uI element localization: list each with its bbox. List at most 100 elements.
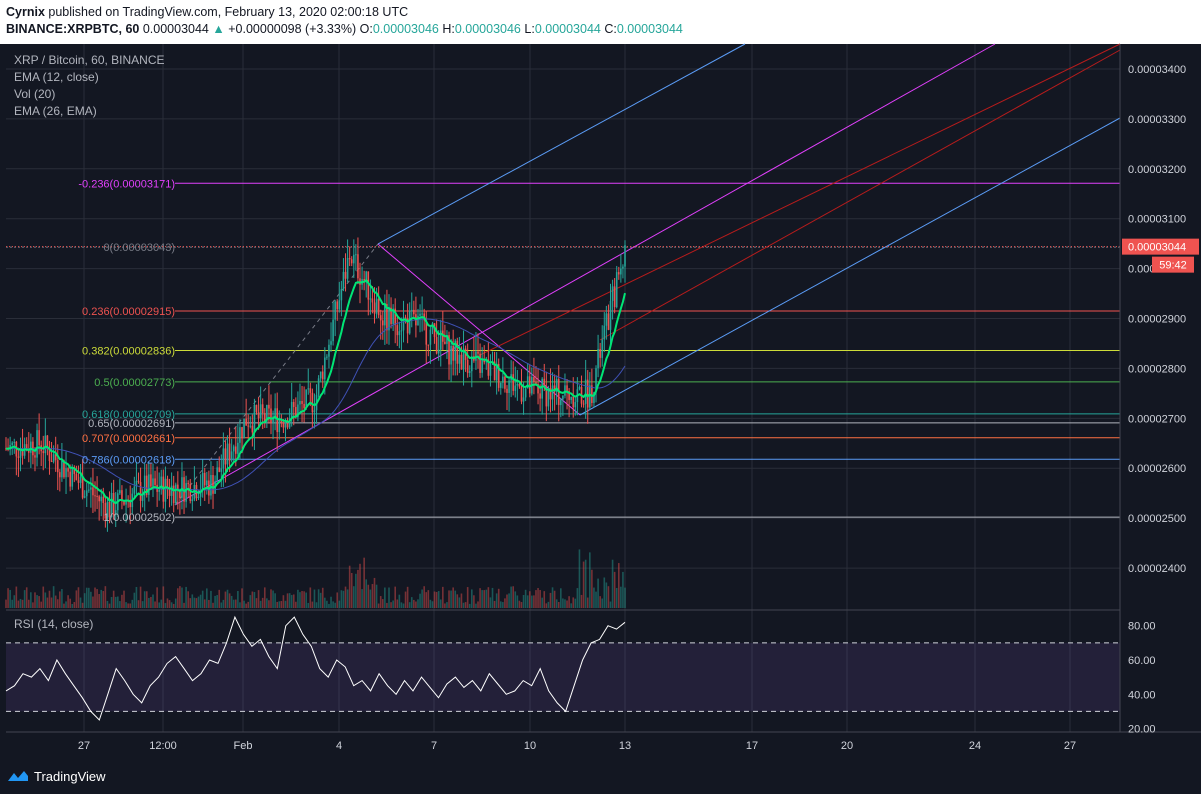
candle-body: [272, 416, 274, 423]
candle-body: [274, 408, 276, 417]
volume-bar: [487, 587, 490, 608]
volume-bar: [384, 587, 386, 608]
candle-body: [371, 298, 374, 303]
candle-body: [574, 402, 577, 408]
volume-bar: [471, 589, 473, 608]
volume-bar: [311, 601, 314, 608]
candle-body: [402, 317, 405, 331]
candle-body: [100, 496, 103, 502]
volume-bar: [98, 594, 100, 608]
candle-body: [564, 385, 566, 396]
volume-bar: [510, 586, 512, 608]
volume-bar: [54, 595, 57, 608]
last-price: 0.00003044: [142, 22, 209, 36]
candle-body: [425, 320, 428, 345]
candle-body: [468, 371, 471, 373]
volume-bar: [326, 600, 328, 608]
volume-bar: [578, 549, 581, 608]
volume-bar: [586, 597, 589, 608]
volume-bar: [324, 597, 326, 608]
candle-body: [367, 271, 370, 300]
candle-body: [150, 474, 152, 487]
volume-bar: [276, 601, 279, 608]
candle-body: [408, 310, 411, 334]
volume-bar: [551, 587, 554, 608]
candle-body: [143, 475, 146, 496]
fib-level-label: 0.236(0.00002915): [82, 306, 175, 318]
time-tick-label: 7: [431, 740, 437, 752]
volume-bar: [400, 602, 403, 608]
publisher-name[interactable]: Cyrnix: [6, 5, 45, 19]
volume-bar: [394, 586, 397, 608]
candle-body: [317, 378, 320, 395]
volume-bar: [489, 597, 492, 608]
volume-bar: [77, 587, 80, 608]
candle-body: [537, 383, 539, 394]
candle-body: [462, 348, 465, 370]
volume-bar: [278, 601, 281, 608]
candle-body: [553, 385, 556, 392]
volume-bar: [601, 598, 604, 608]
volume-bar: [263, 587, 266, 608]
volume-bar: [241, 588, 243, 608]
candle-body: [518, 383, 521, 387]
candle-body: [456, 340, 459, 364]
candle-body: [102, 496, 105, 504]
volume-bar: [67, 595, 69, 608]
volume-bar: [307, 602, 310, 608]
price-tick-label: 0.00003400: [1128, 64, 1186, 76]
volume-bar: [379, 596, 382, 608]
volume-bar: [419, 593, 421, 608]
candle-body: [502, 376, 504, 383]
candle-body: [123, 501, 125, 505]
volume-bar: [83, 593, 86, 608]
volume-bar: [456, 594, 459, 608]
legend-title[interactable]: XRP / Bitcoin, 60, BINANCE: [14, 53, 165, 67]
candle-body: [177, 484, 179, 491]
candle-body: [135, 480, 138, 487]
countdown-badge: [1152, 256, 1194, 273]
candle-body: [52, 454, 55, 462]
legend-vol[interactable]: Vol (20): [14, 87, 56, 101]
time-tick-label: 12:00: [149, 740, 177, 752]
volume-bar: [282, 595, 285, 608]
candle-body: [479, 353, 481, 373]
volume-bar: [410, 597, 413, 608]
volume-bar: [290, 594, 293, 608]
volume-bar: [566, 600, 568, 608]
candle-body: [30, 441, 32, 453]
volume-bar: [377, 603, 380, 608]
candle-body: [203, 472, 206, 486]
volume-bar: [413, 599, 415, 608]
legend-ema-26[interactable]: EMA (26, EMA): [14, 104, 97, 118]
volume-bar: [526, 595, 529, 608]
volume-bar: [315, 602, 318, 608]
candle-body: [234, 446, 237, 454]
legend-ema-12[interactable]: EMA (12, close): [14, 70, 99, 84]
candle-body: [241, 427, 243, 439]
candle-body: [79, 476, 82, 483]
candle-body: [224, 448, 227, 465]
volume-bar: [591, 569, 593, 608]
candle-body: [239, 427, 241, 443]
candle-body: [398, 331, 401, 336]
volume-bar: [545, 603, 548, 608]
legend-rsi[interactable]: RSI (14, close): [14, 617, 94, 631]
volume-bar: [203, 599, 206, 608]
candle-body: [172, 485, 175, 504]
fib-level-label: 0.707(0.00002661): [82, 433, 175, 445]
candle-body: [230, 451, 233, 461]
candle-body: [69, 471, 71, 487]
candle-body: [338, 300, 341, 310]
candle-body: [352, 254, 355, 264]
volume-bar: [319, 592, 322, 608]
candle-body: [301, 401, 303, 404]
candle-body: [129, 500, 132, 508]
volume-bar: [336, 592, 339, 608]
volume-bar: [595, 591, 597, 608]
volume-bar: [56, 599, 59, 608]
candle-body: [359, 278, 361, 285]
volume-bar: [593, 587, 595, 608]
candle-body: [81, 476, 84, 498]
